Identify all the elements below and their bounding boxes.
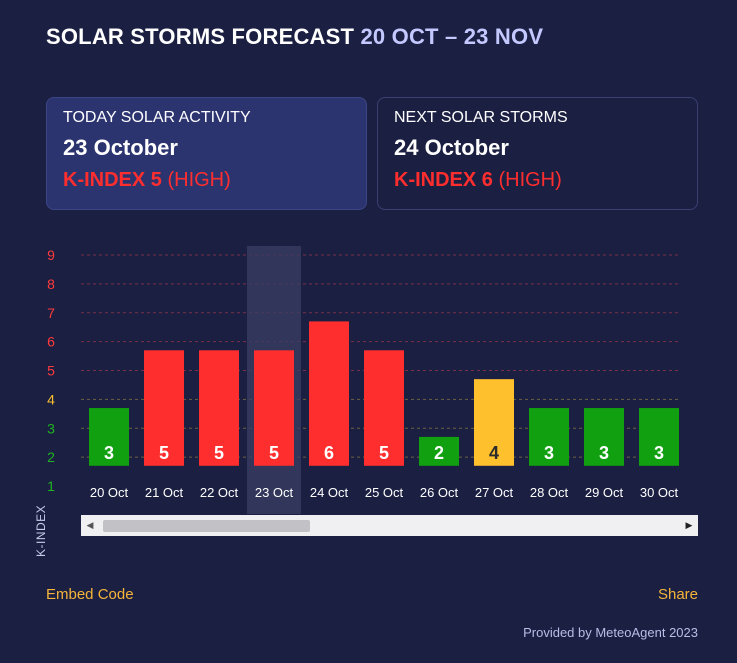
x-tick-label: 28 Oct: [530, 485, 569, 500]
bar-23-oct[interactable]: [254, 350, 294, 466]
x-tick-label: 29 Oct: [585, 485, 624, 500]
today-activity-card: TODAY SOLAR ACTIVITY 23 October K-INDEX …: [46, 97, 367, 210]
y-tick-label: 6: [47, 334, 55, 350]
x-tick-label: 20 Oct: [90, 485, 129, 500]
bar-27-oct[interactable]: [474, 379, 514, 466]
x-tick-label: 30 Oct: [640, 485, 679, 500]
y-tick-label: 1: [47, 478, 55, 494]
today-label: TODAY SOLAR ACTIVITY: [63, 109, 251, 126]
x-tick-label: 22 Oct: [200, 485, 239, 500]
bar-value-label: 5: [379, 443, 389, 463]
bar-value-label: 5: [214, 443, 224, 463]
y-tick-label: 8: [47, 276, 55, 292]
y-tick-label: 9: [47, 247, 55, 263]
title-text: SOLAR STORMS FORECAST: [46, 24, 355, 49]
y-tick-label: 3: [47, 420, 55, 436]
bar-26-oct[interactable]: [419, 436, 459, 466]
bar-20-oct[interactable]: [89, 408, 129, 466]
x-tick-label: 21 Oct: [145, 485, 184, 500]
x-tick-label: 25 Oct: [365, 485, 404, 500]
bar-30-oct[interactable]: [639, 408, 679, 466]
page-title: SOLAR STORMS FORECAST 20 OCT – 23 NOV: [46, 24, 543, 50]
bar-value-label: 2: [434, 443, 444, 463]
bar-25-oct[interactable]: [364, 350, 404, 466]
bar-29-oct[interactable]: [584, 408, 624, 466]
embed-code-link[interactable]: Embed Code: [46, 586, 134, 603]
today-kindex: K-INDEX 5 (HIGH): [63, 169, 350, 192]
kindex-bar-chart: 1 2 3 4 5 6 7 8 9 3 20 Oct 5 21 Oct 5 22 Oct 5 23 Oct 6 2…: [47, 246, 680, 514]
x-tick-label: 27 Oct: [475, 485, 514, 500]
bar-value-label: 3: [654, 443, 664, 463]
y-axis-title: K-INDEX: [34, 504, 48, 557]
x-tick-label: 24 Oct: [310, 485, 349, 500]
provided-by-credit: Provided by MeteoAgent 2023: [523, 625, 698, 640]
bar-24-oct[interactable]: [309, 321, 349, 466]
scroll-thumb[interactable]: [103, 520, 310, 532]
bar-value-label: 3: [599, 443, 609, 463]
date-range: 20 OCT – 23 NOV: [360, 24, 544, 49]
bar-21-oct[interactable]: [144, 350, 184, 466]
x-tick-label: 26 Oct: [420, 485, 459, 500]
bar-22-oct[interactable]: [199, 350, 239, 466]
next-date: 24 October: [394, 135, 509, 160]
next-kindex-value: K-INDEX 6: [394, 169, 493, 191]
bar-value-label: 3: [104, 443, 114, 463]
x-tick-label: 23 Oct: [255, 485, 294, 500]
bar-value-label: 6: [324, 443, 334, 463]
share-link[interactable]: Share: [657, 586, 698, 603]
next-storms-card: NEXT SOLAR STORMS 24 October K-INDEX 6 (…: [377, 97, 698, 210]
bar-value-label: 3: [544, 443, 554, 463]
today-date: 23 October: [63, 135, 178, 160]
y-tick-label: 7: [47, 305, 55, 321]
chart-scrollbar[interactable]: ◀ ▶: [81, 515, 698, 536]
next-kindex: K-INDEX 6 (HIGH): [394, 169, 681, 192]
today-kindex-level: (HIGH): [167, 169, 231, 191]
bar-28-oct[interactable]: [529, 408, 569, 466]
next-label: NEXT SOLAR STORMS: [394, 109, 568, 126]
next-kindex-level: (HIGH): [498, 169, 562, 191]
bar-value-label: 5: [159, 443, 169, 463]
scroll-right-icon[interactable]: ▶: [685, 520, 693, 530]
y-tick-label: 4: [47, 391, 55, 407]
y-tick-label: 5: [47, 363, 55, 379]
y-tick-label: 2: [47, 449, 55, 465]
bar-value-label: 5: [269, 443, 279, 463]
scroll-left-icon[interactable]: ◀: [86, 520, 94, 530]
today-kindex-value: K-INDEX 5: [63, 169, 162, 191]
bar-value-label: 4: [489, 443, 499, 463]
